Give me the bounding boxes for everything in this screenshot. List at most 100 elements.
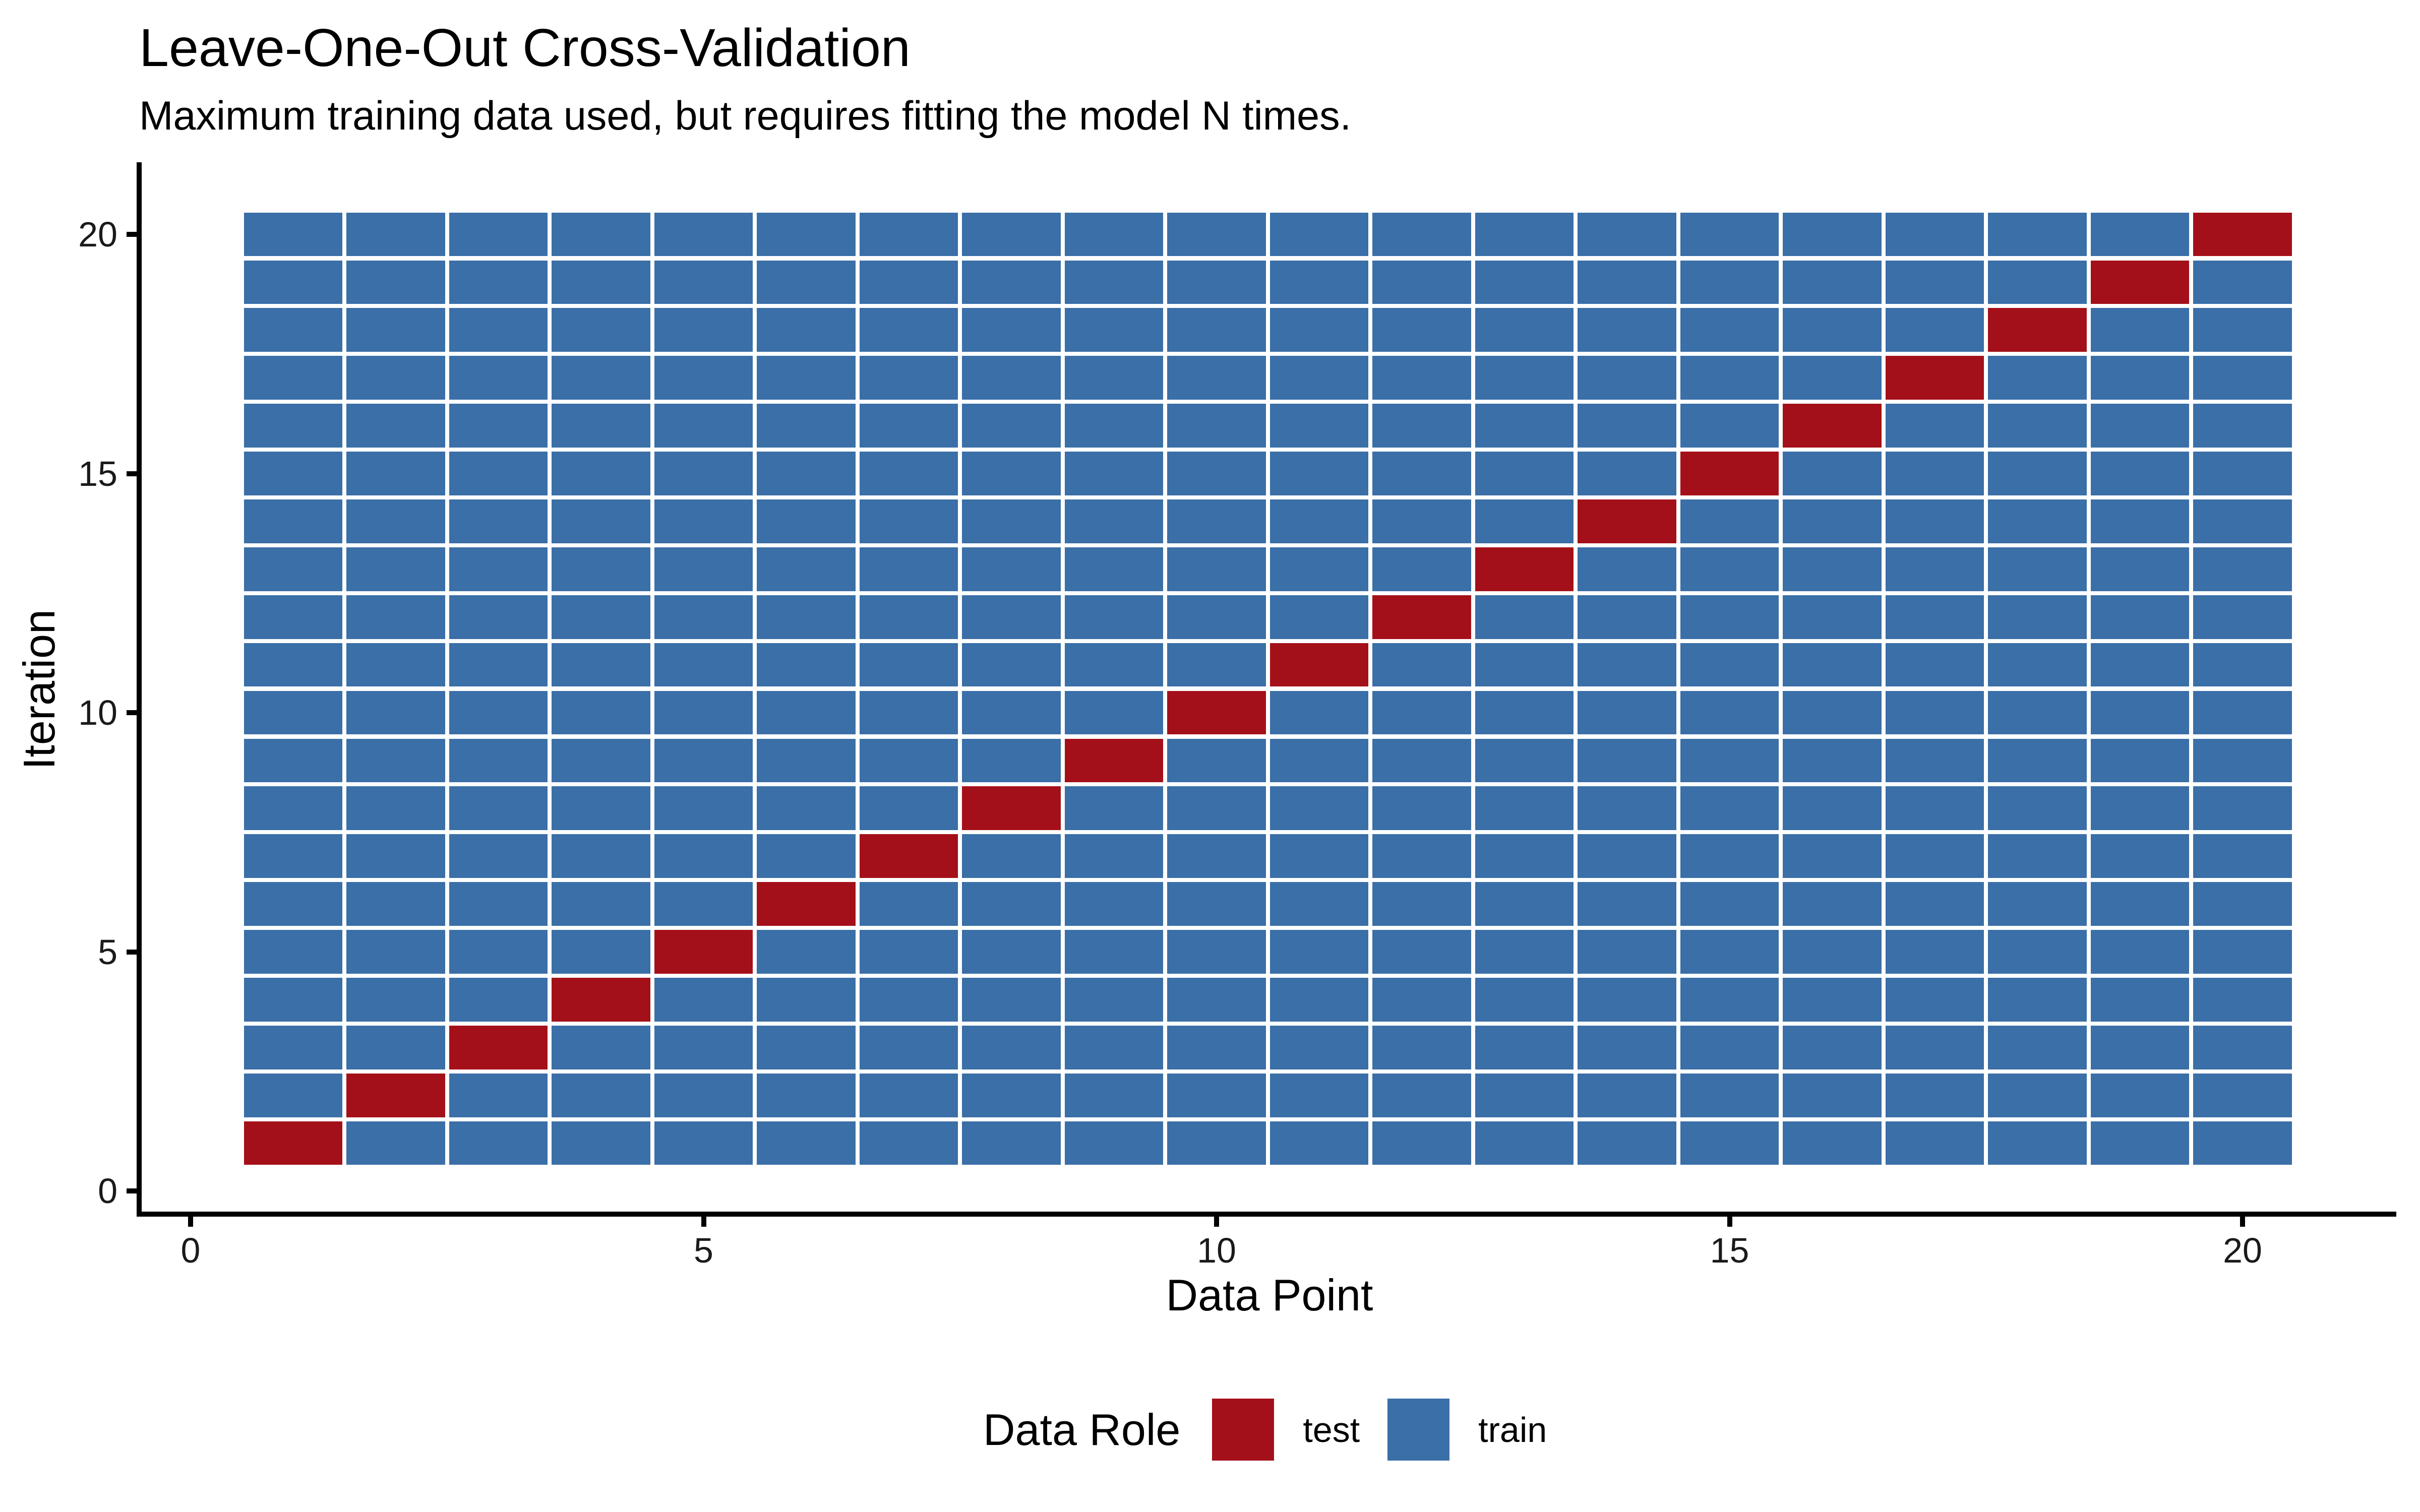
- heatmap-tile-train: [1167, 499, 1266, 543]
- heatmap-tile-train: [962, 1121, 1061, 1165]
- x-tick-mark: [701, 1217, 706, 1227]
- heatmap-tile-train: [654, 882, 753, 926]
- x-tick-mark: [2240, 1217, 2245, 1227]
- heatmap-tile-test: [654, 930, 753, 974]
- heatmap-tile-train: [1269, 308, 1369, 352]
- heatmap-tile-train: [1988, 212, 2087, 257]
- heatmap-tile-train: [1167, 1073, 1266, 1117]
- heatmap-tile-train: [1680, 643, 1779, 687]
- heatmap-tile-train: [1578, 930, 1676, 974]
- heatmap-tile-train: [1167, 452, 1266, 495]
- heatmap-tile-test: [552, 978, 650, 1022]
- heatmap-tile-train: [1885, 690, 1984, 735]
- x-tick-mark: [1727, 1217, 1732, 1227]
- heatmap-tile-train: [1988, 452, 2087, 495]
- heatmap-tile-train: [1783, 499, 1882, 543]
- heatmap-tile-train: [244, 882, 343, 926]
- heatmap-tile-train: [859, 595, 958, 639]
- heatmap-tile-train: [1475, 882, 1574, 926]
- heatmap-tile-train: [1269, 786, 1369, 831]
- heatmap-tile-train: [962, 978, 1061, 1022]
- heatmap-tile-train: [1064, 834, 1164, 878]
- heatmap-tile-train: [757, 547, 856, 591]
- heatmap-tile-train: [346, 738, 445, 783]
- heatmap-tile-train: [757, 786, 856, 831]
- heatmap-tile-train: [449, 978, 548, 1022]
- heatmap-tile-test: [2193, 212, 2292, 257]
- heatmap-tile-train: [1269, 356, 1369, 400]
- heatmap-tile-train: [552, 930, 650, 974]
- heatmap-tile-train: [1885, 1073, 1984, 1117]
- y-tick-mark: [127, 710, 137, 715]
- heatmap-tile-train: [1475, 308, 1574, 352]
- heatmap-tile-train: [1372, 404, 1471, 448]
- heatmap-tile-train: [346, 882, 445, 926]
- heatmap-tile-train: [1064, 212, 1164, 257]
- heatmap-tile-train: [2090, 212, 2190, 257]
- heatmap-tile-train: [244, 643, 343, 687]
- heatmap-tile-test: [1475, 547, 1574, 591]
- y-tick-mark: [127, 949, 137, 955]
- heatmap-tile-train: [1988, 1073, 2087, 1117]
- heatmap-tile-train: [1578, 690, 1676, 735]
- heatmap-tile-test: [1064, 738, 1164, 783]
- heatmap-tile-test: [1885, 356, 1984, 400]
- heatmap-tile-train: [1988, 595, 2087, 639]
- heatmap-tile-train: [859, 404, 958, 448]
- heatmap-tile-train: [244, 786, 343, 831]
- heatmap-tile-train: [1578, 786, 1676, 831]
- y-tick-label: 15: [78, 454, 117, 493]
- heatmap-tile-train: [1475, 643, 1574, 687]
- heatmap-tile-train: [1372, 547, 1471, 591]
- heatmap-tile-train: [757, 260, 856, 304]
- heatmap-tile-train: [859, 930, 958, 974]
- heatmap-tile-test: [1680, 452, 1779, 495]
- x-tick-label: 15: [1710, 1231, 1749, 1270]
- heatmap-tile-train: [1783, 308, 1882, 352]
- heatmap-tile-train: [1475, 1121, 1574, 1165]
- heatmap-tile-train: [1885, 978, 1984, 1022]
- heatmap-tile-train: [654, 834, 753, 878]
- heatmap-tile-train: [1167, 1121, 1266, 1165]
- heatmap-tile-train: [1269, 978, 1369, 1022]
- heatmap-tile-train: [1475, 404, 1574, 448]
- heatmap-tile-train: [1783, 738, 1882, 783]
- heatmap-tile-train: [1578, 738, 1676, 783]
- heatmap-tile-train: [859, 978, 958, 1022]
- heatmap-tile-train: [244, 690, 343, 735]
- y-tick-label: 10: [78, 693, 117, 732]
- heatmap-tile-train: [654, 356, 753, 400]
- heatmap-tile-train: [1475, 786, 1574, 831]
- heatmap-tile-train: [552, 1121, 650, 1165]
- heatmap-tile-train: [2090, 547, 2190, 591]
- x-tick-mark: [1214, 1217, 1219, 1227]
- heatmap-tile-train: [1372, 882, 1471, 926]
- heatmap-tile-train: [962, 499, 1061, 543]
- heatmap-tile-train: [1372, 1121, 1471, 1165]
- heatmap-tile-train: [1783, 930, 1882, 974]
- heatmap-tile-train: [1680, 308, 1779, 352]
- y-axis-line: [137, 162, 142, 1217]
- heatmap-tile-train: [346, 930, 445, 974]
- heatmap-tile-train: [654, 547, 753, 591]
- heatmap-tile-train: [1988, 882, 2087, 926]
- heatmap-tile-train: [757, 595, 856, 639]
- heatmap-tile-train: [1064, 930, 1164, 974]
- heatmap-tile-train: [1680, 356, 1779, 400]
- heatmap-tile-train: [2193, 499, 2292, 543]
- heatmap-tile-train: [1885, 404, 1984, 448]
- x-tick-label: 20: [2223, 1231, 2262, 1270]
- heatmap-tile-train: [654, 1025, 753, 1069]
- heatmap-tile-train: [1783, 978, 1882, 1022]
- heatmap-tile-train: [962, 882, 1061, 926]
- heatmap-tile-train: [2090, 595, 2190, 639]
- heatmap-tile-train: [244, 978, 343, 1022]
- heatmap-tile-train: [2090, 452, 2190, 495]
- heatmap-tile-test: [244, 1121, 343, 1165]
- heatmap-tile-train: [1783, 1073, 1882, 1117]
- heatmap-tile-train: [1167, 547, 1266, 591]
- heatmap-tile-train: [1988, 1121, 2087, 1165]
- heatmap-tile-train: [1167, 308, 1266, 352]
- heatmap-tile-train: [1372, 930, 1471, 974]
- heatmap-tile-train: [757, 978, 856, 1022]
